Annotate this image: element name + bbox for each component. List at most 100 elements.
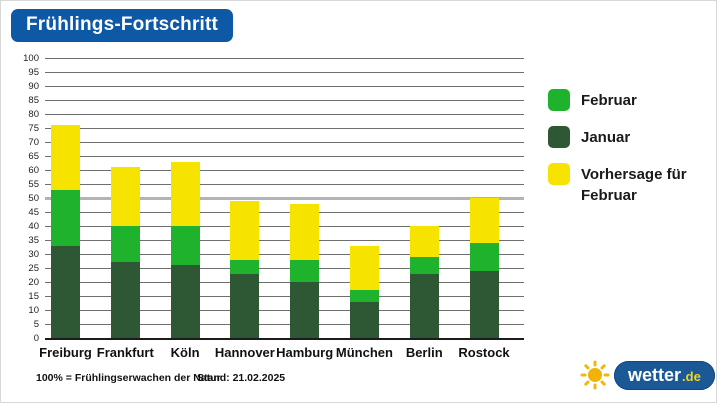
bar-rostock — [469, 58, 499, 338]
wetter-de-wordmark: wetter .de — [614, 360, 715, 390]
bar-segment-januar — [110, 262, 140, 338]
bar-segment-januar — [230, 273, 260, 338]
legend-item: Februar — [548, 89, 708, 111]
bar-segment-vorhersage-f-r-februar — [409, 226, 439, 257]
y-tick-label: 15 — [28, 291, 39, 302]
bar-segment-februar — [349, 290, 379, 302]
gridline — [45, 226, 524, 227]
bar-münchen — [349, 58, 379, 338]
gridline — [45, 184, 524, 185]
bar-segment-vorhersage-f-r-februar — [230, 200, 260, 260]
bar-segment-januar — [290, 282, 320, 338]
y-tick-label: 100 — [23, 53, 39, 64]
gridline — [45, 310, 524, 311]
bar-segment-januar — [409, 273, 439, 338]
bar-berlin — [409, 58, 439, 338]
legend-item: Januar — [548, 126, 708, 148]
bar-hannover — [230, 58, 260, 338]
bar-segment-februar — [230, 259, 260, 274]
y-tick-label: 65 — [28, 151, 39, 162]
gridline — [45, 86, 524, 87]
y-tick-label: 45 — [28, 207, 39, 218]
sun-icon — [580, 360, 610, 390]
y-tick-label: 20 — [28, 277, 39, 288]
page-title: Frühlings-Fortschritt — [11, 9, 234, 42]
bar-freiburg — [51, 58, 80, 338]
y-tick-label: 40 — [28, 221, 39, 232]
gridline — [45, 128, 524, 129]
bar-segment-vorhersage-f-r-februar — [51, 125, 80, 190]
bar-segment-januar — [469, 270, 499, 338]
legend-swatch — [548, 89, 570, 111]
bar-hamburg — [290, 58, 320, 338]
legend-swatch — [548, 126, 570, 148]
gridline — [45, 254, 524, 255]
gridline — [45, 282, 524, 283]
footer-date: Stand: 21.02.2025 — [197, 372, 286, 384]
gridline — [45, 100, 524, 101]
gridline — [45, 142, 524, 143]
y-tick-label: 0 — [33, 333, 39, 344]
y-tick-label: 10 — [28, 305, 39, 316]
bar-segment-vorhersage-f-r-februar — [170, 161, 200, 226]
y-tick-label: 25 — [28, 263, 39, 274]
bar-köln — [170, 58, 200, 338]
bar-frankfurt — [110, 58, 140, 338]
y-tick-label: 70 — [28, 137, 39, 148]
x-axis-line — [45, 338, 524, 340]
gridline — [45, 72, 524, 73]
gridline — [45, 296, 524, 297]
y-tick-label: 60 — [28, 165, 39, 176]
bar-segment-vorhersage-f-r-februar — [290, 203, 320, 260]
y-tick-label: 55 — [28, 179, 39, 190]
bar-segment-januar — [51, 245, 80, 338]
x-category-label: Hannover — [214, 345, 275, 360]
gridline — [45, 170, 524, 171]
gridline — [45, 240, 524, 241]
bar-segment-vorhersage-f-r-februar — [469, 198, 499, 243]
logo-brand-text: wetter — [628, 364, 682, 385]
bar-segment-februar — [290, 259, 320, 282]
gridline — [45, 156, 524, 157]
gridline — [45, 197, 524, 200]
gridline — [45, 212, 524, 213]
bar-segment-vorhersage-f-r-februar — [349, 245, 379, 291]
y-tick-label: 30 — [28, 249, 39, 260]
bar-segment-januar — [349, 301, 379, 338]
legend-item: Vorhersage für Februar — [548, 163, 708, 206]
y-tick-label: 85 — [28, 95, 39, 106]
x-category-label: München — [335, 345, 393, 360]
legend-label: Februar — [581, 92, 637, 109]
gridline — [45, 268, 524, 269]
legend-label: Vorhersage für Februar — [581, 166, 687, 204]
y-tick-label: 90 — [28, 81, 39, 92]
x-category-label: Freiburg — [39, 345, 92, 360]
y-tick-label: 95 — [28, 67, 39, 78]
bar-segment-februar — [409, 256, 439, 274]
legend-swatch — [548, 163, 570, 185]
gridline — [45, 114, 524, 115]
plot-area — [45, 58, 524, 340]
bar-segment-februar — [110, 226, 140, 263]
x-category-label: Rostock — [458, 345, 510, 360]
y-tick-label: 35 — [28, 235, 39, 246]
y-tick-label: 80 — [28, 109, 39, 120]
bar-segment-februar — [51, 189, 80, 246]
x-category-label: Köln — [170, 345, 200, 360]
legend-label: Januar — [581, 129, 631, 146]
y-tick-label: 5 — [33, 319, 39, 330]
footer-note: 100% = Frühlingserwachen der Natur — [36, 372, 221, 384]
logo-tld-text: .de — [682, 368, 701, 384]
y-tick-label: 75 — [28, 123, 39, 134]
wetter-de-logo: wetter .de — [579, 359, 715, 391]
bar-segment-vorhersage-f-r-februar — [110, 167, 140, 226]
bar-segment-februar — [469, 242, 499, 271]
x-category-label: Berlin — [405, 345, 443, 360]
y-tick-label: 50 — [28, 193, 39, 204]
x-category-label: Hamburg — [276, 345, 334, 360]
chart-legend: Februar Januar Vorhersage für Februar — [548, 89, 708, 221]
bar-segment-januar — [170, 265, 200, 338]
x-category-label: Frankfurt — [96, 345, 154, 360]
bar-segment-februar — [170, 226, 200, 266]
